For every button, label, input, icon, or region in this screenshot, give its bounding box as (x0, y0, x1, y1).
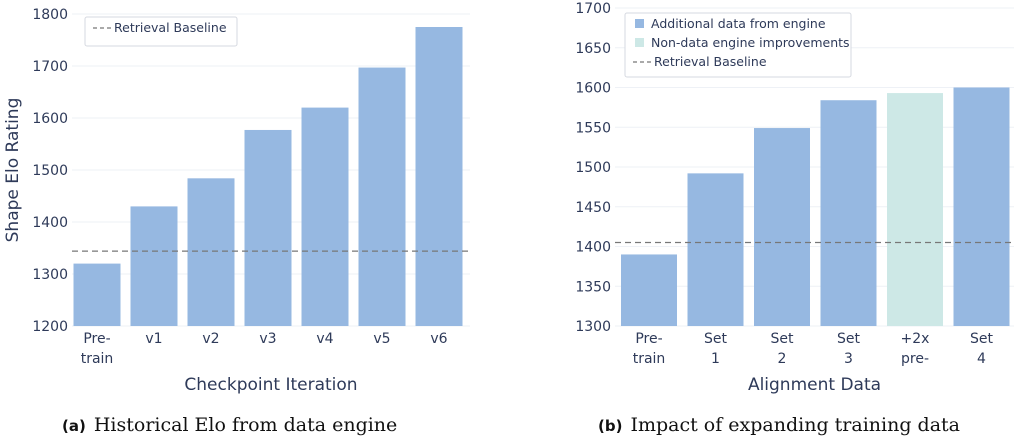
legend-box (624, 12, 852, 78)
bar (621, 254, 677, 326)
y-axis-label: Shape Elo Rating (3, 98, 23, 243)
y-tick-label: 1500 (32, 163, 68, 179)
bar (754, 128, 810, 326)
x-tick-label: Pre- (83, 331, 110, 347)
x-tick-label: v5 (373, 331, 390, 347)
legend-swatch-nondata (635, 38, 644, 47)
caption-b-text: Impact of expanding training data (630, 414, 960, 436)
y-tick-label: 1650 (575, 41, 611, 57)
y-tick-label: 1550 (575, 120, 611, 136)
y-tick-label: 1300 (32, 267, 68, 283)
caption-a-tag: (a) (62, 417, 86, 435)
caption-a: (a) Historical Elo from data engine (62, 414, 397, 436)
chart-a: 1200 1300 1400 1500 1600 1700 1800 Pre-train v1 v… (3, 7, 470, 395)
x-axis-label: Alignment Data (748, 375, 881, 395)
x-axis-label: Checkpoint Iteration (184, 375, 357, 395)
x-tick-label: Set (771, 331, 795, 347)
caption-a-text: Historical Elo from data engine (93, 414, 398, 436)
x-tick-label: train (81, 351, 114, 367)
legend-label: Retrieval Baseline (654, 54, 767, 69)
legend: Additional data from engine Non-data engi… (624, 12, 852, 78)
x-tick-label: 4 (977, 351, 986, 367)
x-tick-label: v4 (316, 331, 333, 347)
bar (358, 67, 406, 326)
x-tick-label: v2 (202, 331, 219, 347)
bar (415, 27, 463, 326)
x-tick-label: Pre- (635, 331, 662, 347)
legend-label: Non-data engine improvements (651, 35, 850, 50)
bar (187, 178, 235, 326)
bar (301, 107, 349, 326)
bar (244, 129, 292, 326)
y-tick-label: 1700 (575, 1, 611, 17)
x-tick-label: 3 (844, 351, 853, 367)
x-tick-label: Set (837, 331, 861, 347)
x-tick-label: v6 (430, 331, 447, 347)
bar (130, 206, 178, 326)
x-tick-label: pre- (901, 351, 929, 367)
bar (887, 93, 943, 326)
bar (820, 100, 877, 326)
legend: Retrieval Baseline (84, 16, 238, 47)
y-tick-label: 1700 (32, 59, 68, 75)
bar (953, 87, 1010, 326)
y-tick-label: 1200 (32, 319, 68, 335)
x-tick-label: Set (970, 331, 994, 347)
x-tick-label: 1 (711, 351, 720, 367)
caption-b: (b) Impact of expanding training data (598, 414, 960, 436)
y-tick-label: 1400 (575, 240, 611, 256)
y-tick-label: 1450 (575, 200, 611, 216)
x-tick-label: +2x (901, 331, 930, 347)
chart-b: 1300 1350 1400 1450 1500 1550 1600 1650 1700 Pre-… (575, 1, 1014, 395)
y-tick-label: 1350 (575, 279, 611, 295)
x-tick-label: Set (704, 331, 728, 347)
legend-label: Retrieval Baseline (114, 20, 227, 35)
x-tick-label: train (633, 351, 666, 367)
y-tick-label: 1600 (575, 81, 611, 97)
y-tick-label: 1500 (575, 160, 611, 176)
bar (73, 263, 121, 326)
y-tick-label: 1400 (32, 215, 68, 231)
figure: 1200 1300 1400 1500 1600 1700 1800 Pre-train v1 v… (3, 1, 1014, 395)
legend-box (84, 16, 238, 47)
x-tick-label: v3 (259, 331, 276, 347)
legend-label: Additional data from engine (651, 16, 826, 31)
y-tick-label: 1800 (32, 7, 68, 23)
bar (687, 173, 744, 326)
y-tick-label: 1300 (575, 319, 611, 335)
y-tick-label: 1600 (32, 111, 68, 127)
legend-swatch-data (635, 19, 644, 28)
x-tick-label: v1 (145, 331, 162, 347)
caption-b-tag: (b) (598, 417, 623, 435)
x-tick-label: 2 (778, 351, 787, 367)
